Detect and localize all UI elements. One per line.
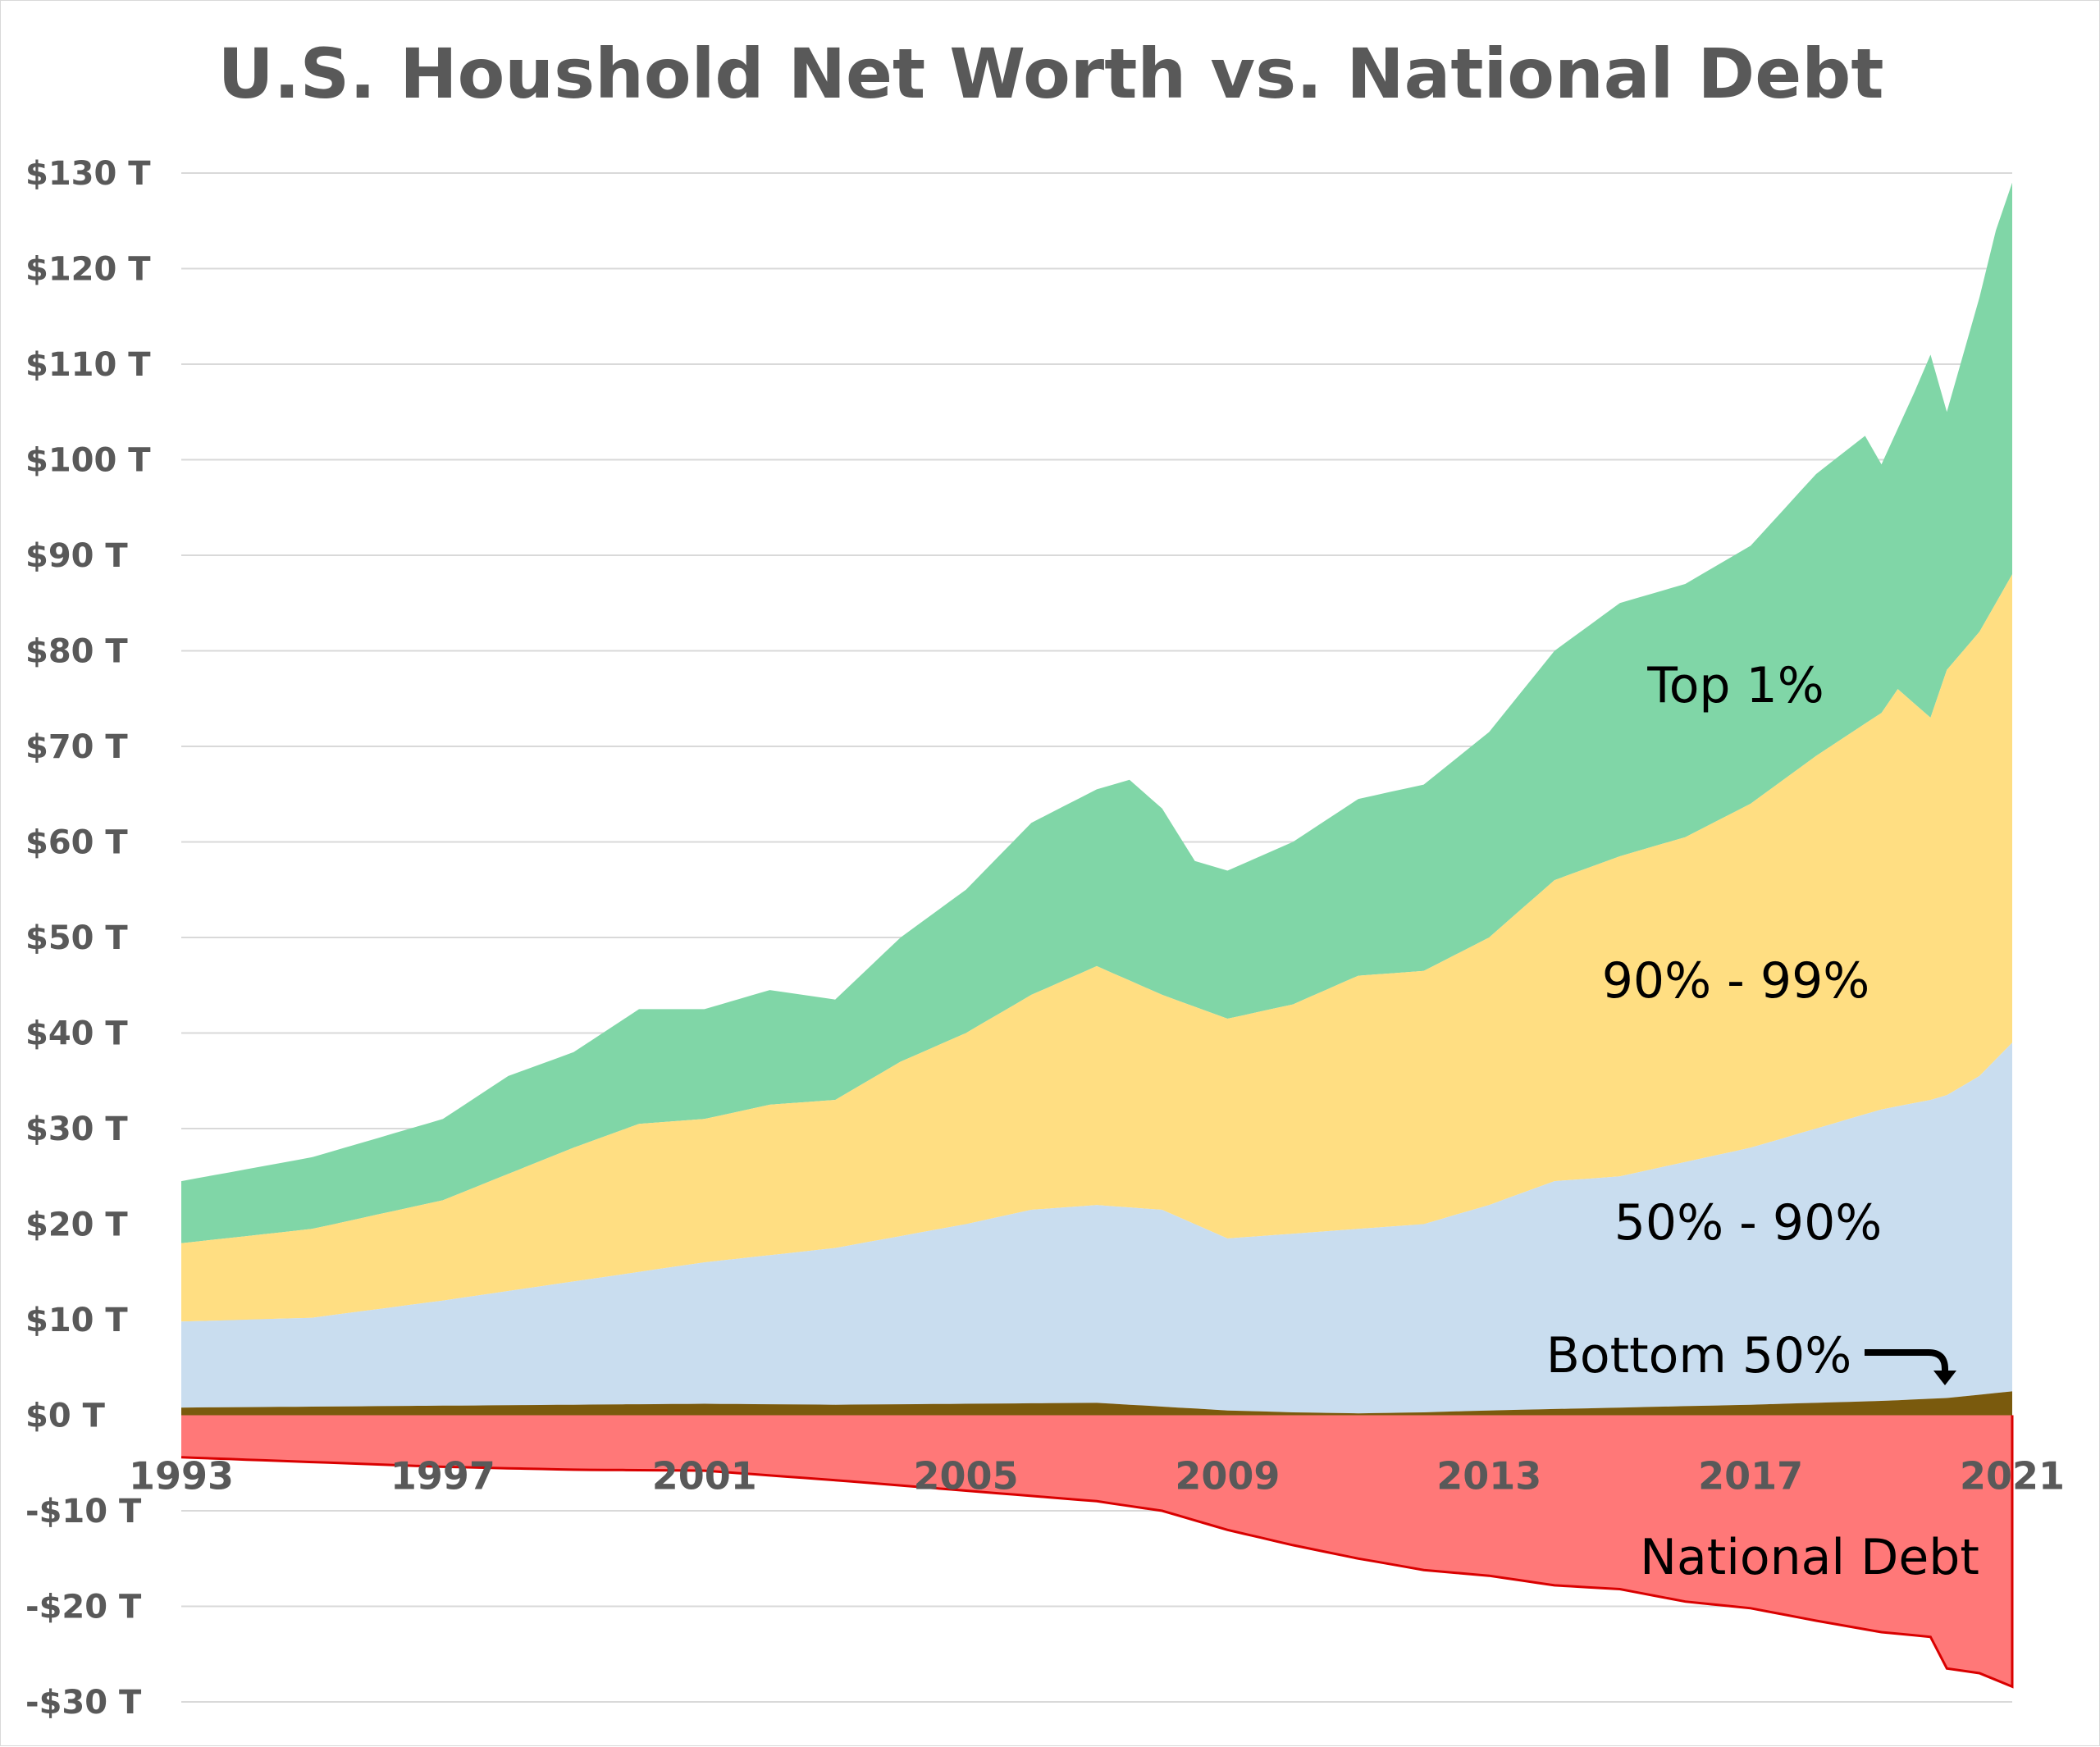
y-tick-label: $10 T <box>25 1302 128 1339</box>
y-tick-label: $30 T <box>25 1111 128 1148</box>
y-tick-label: $50 T <box>25 919 128 957</box>
area-50-90 <box>181 1042 2012 1414</box>
y-tick-label: -$20 T <box>25 1589 142 1626</box>
label-90-99: 90% - 99% <box>1602 952 1870 1010</box>
x-tick-label: 2021 <box>1960 1454 2065 1498</box>
y-tick-label: -$30 T <box>25 1684 142 1722</box>
x-tick-label: 1997 <box>390 1454 495 1498</box>
x-tick-label: 2001 <box>652 1454 757 1498</box>
series-labels: Top 1% 90% - 99% 50% - 90% Bottom 50% Nation… <box>1546 657 1979 1586</box>
y-tick-label: $110 T <box>25 346 151 384</box>
y-tick-label: $100 T <box>25 442 151 480</box>
y-tick-label: $70 T <box>25 728 128 766</box>
x-tick-label: 1993 <box>129 1454 234 1498</box>
y-tick-label: $120 T <box>25 251 151 289</box>
bottom-50-arrow-icon <box>1865 1349 1956 1385</box>
x-tick-label: 2017 <box>1698 1454 1803 1498</box>
y-tick-label: $90 T <box>25 537 128 575</box>
area-90-99 <box>181 574 2012 1322</box>
y-tick-label: $130 T <box>25 155 151 193</box>
label-national-debt: National Debt <box>1640 1529 1979 1586</box>
x-tick-label: 2009 <box>1175 1454 1280 1498</box>
line-national-debt <box>180 1415 2014 1689</box>
label-50-90: 50% - 90% <box>1614 1194 1883 1252</box>
label-bottom-50: Bottom 50% <box>1546 1327 1852 1384</box>
y-tick-label: $0 T <box>25 1398 106 1435</box>
y-tick-label: $60 T <box>25 824 128 862</box>
chart-title: U.S. Houshold Net Worth vs. National Deb… <box>217 34 1884 114</box>
area-bottom-50 <box>181 1391 2012 1416</box>
y-tick-label: -$10 T <box>25 1493 142 1530</box>
area-top-1 <box>181 182 2012 1243</box>
area-national-debt <box>181 1415 2012 1687</box>
y-tick-label: $80 T <box>25 633 128 671</box>
label-top-1: Top 1% <box>1646 657 1824 714</box>
y-tick-label: $40 T <box>25 1015 128 1053</box>
area-series <box>180 182 2014 1689</box>
x-tick-label: 2005 <box>914 1454 1019 1498</box>
axes: $130 T $120 T $110 T $100 T $90 T $80 T $70 T $… <box>25 155 2065 1722</box>
x-tick-label: 2013 <box>1436 1454 1541 1498</box>
y-tick-label: $20 T <box>25 1206 128 1244</box>
